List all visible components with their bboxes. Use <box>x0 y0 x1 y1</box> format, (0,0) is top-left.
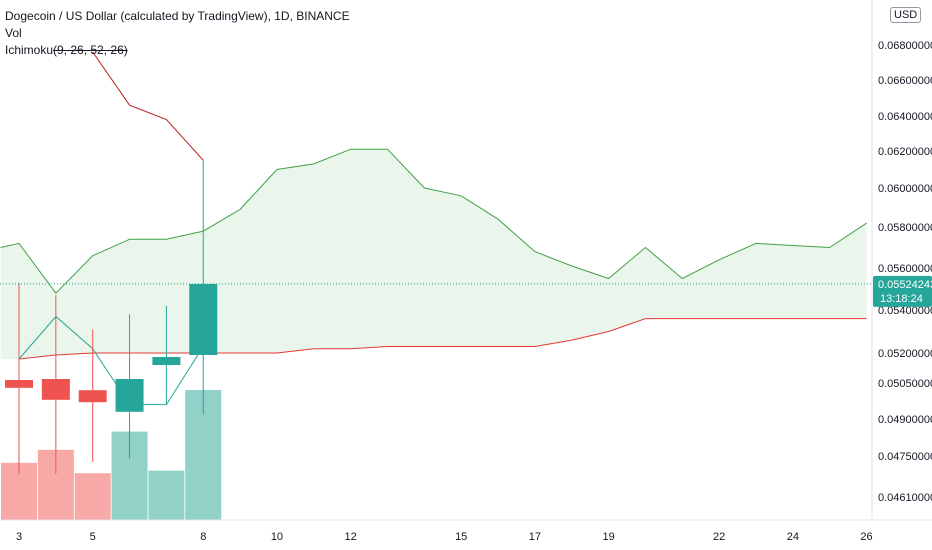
candle-body <box>5 380 33 388</box>
price-tick-label: 0.05600000 <box>878 263 932 275</box>
price-tick-label: 0.05200000 <box>878 348 932 360</box>
price-tick-label: 0.04900000 <box>878 414 932 426</box>
candles <box>5 160 218 474</box>
leading-span-b-line <box>18 318 867 360</box>
volume-bar <box>148 470 185 520</box>
conversion-line <box>18 315 204 406</box>
current-price-badge: 0.05524243 13:18:24 <box>873 275 932 307</box>
candle-body <box>41 379 70 400</box>
candle-body <box>189 283 218 355</box>
time-tick-label: 3 <box>16 531 22 543</box>
bar-countdown-label: 13:18:24 <box>880 293 923 305</box>
ichimoku-cloud <box>0 149 867 359</box>
price-tick-label: 0.05800000 <box>878 222 932 234</box>
price-tick-label: 0.06000000 <box>878 183 932 195</box>
current-price-label: 0.05524243 <box>878 279 932 291</box>
price-axis[interactable]: 0.06800000 0.06600000 0.06400000 0.06200000… <box>871 0 932 520</box>
volume-bars <box>1 390 222 520</box>
cloud-fill <box>0 149 867 359</box>
time-tick-label: 5 <box>90 531 96 543</box>
leading-span-a-line <box>0 148 867 294</box>
time-tick-label: 19 <box>602 531 614 543</box>
price-tick-label: 0.04750000 <box>878 451 932 463</box>
time-axis[interactable]: 3 5 8 10 12 15 17 19 22 24 26 <box>0 519 932 543</box>
time-tick-label: 22 <box>713 531 725 543</box>
time-tick-label: 10 <box>271 531 283 543</box>
lagging-span-line <box>92 51 204 161</box>
time-tick-label: 24 <box>787 531 799 543</box>
price-tick-label: 0.06400000 <box>878 111 932 123</box>
candle-body <box>78 390 107 403</box>
candle-body <box>152 357 181 365</box>
time-tick-label: 12 <box>345 531 357 543</box>
time-tick-label: 8 <box>200 531 206 543</box>
time-tick-label: 15 <box>455 531 467 543</box>
volume-bar <box>74 473 111 520</box>
price-tick-label: 0.06600000 <box>878 75 932 87</box>
price-tick-label: 0.06200000 <box>878 146 932 158</box>
time-tick-label: 17 <box>529 531 541 543</box>
ichimoku-lines <box>0 51 867 406</box>
price-tick-label: 0.05050000 <box>878 378 932 390</box>
candle-body <box>115 379 144 412</box>
price-tick-label: 0.04610000 <box>878 492 932 504</box>
time-tick-label: 26 <box>860 531 872 543</box>
price-tick-label: 0.06800000 <box>878 40 932 52</box>
price-tick-label: 0.05400000 <box>878 305 932 317</box>
currency-button[interactable]: USD <box>890 7 922 23</box>
price-badge-bg <box>873 275 932 307</box>
